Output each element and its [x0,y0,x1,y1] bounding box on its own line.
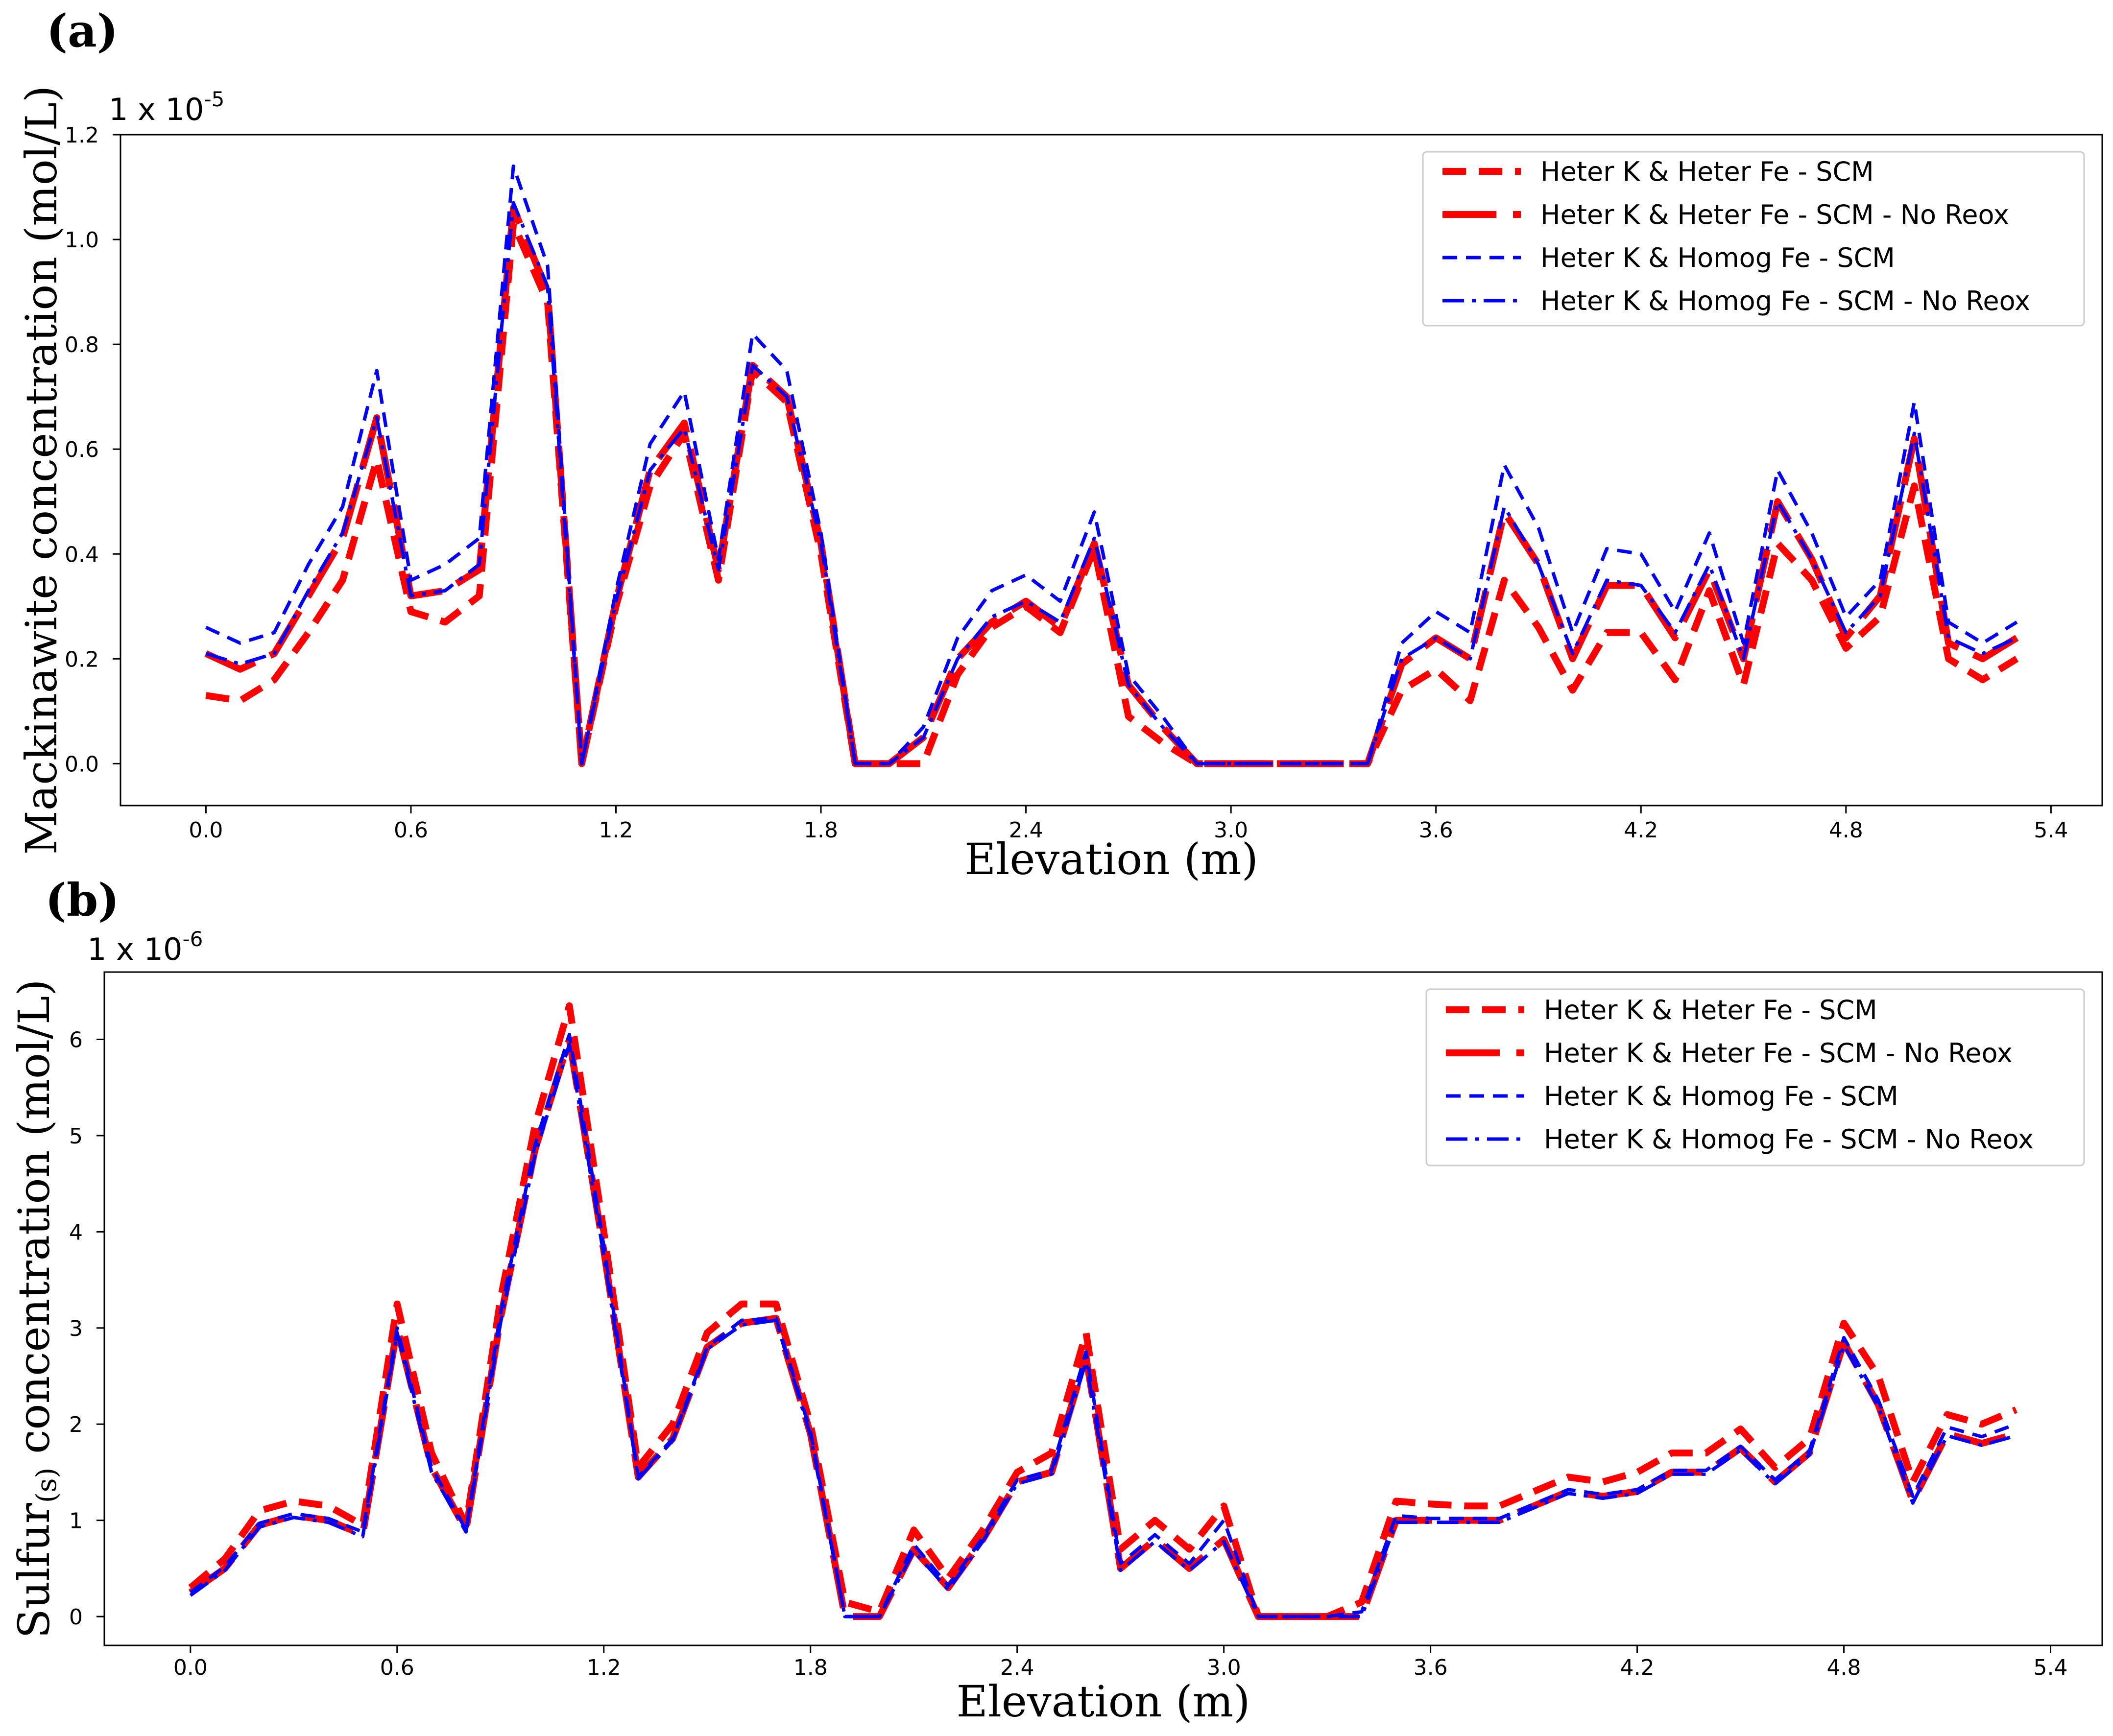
panel-b-xtick-label: 3.0 [1207,1655,1241,1680]
panel-a-legend-box [1422,151,2085,327]
panel-b-multiplier: 1 x 10-6 [87,927,203,967]
panel-a-chart: (a) 1 x 10-5 0.0 0.6 1.2 1.8 2.4 3.0 3.6 4.2 4.8 5.… [16,4,2103,884]
panel-a-ylabel-main: Mackinawite concentration (mol/L) [16,86,67,855]
panel-a-plot-frame [120,134,2103,807]
panel-a-ytick-label: 0.0 [65,752,99,777]
panel-a-label: (a) [47,4,119,57]
panel-b-series-line-1 [188,1002,2017,1620]
panel-a-legend-entry: Heter K & Homog Fe - SCM [1540,242,1895,273]
panel-a-ytick-label: 0.8 [65,333,99,357]
panel-b-ytick-label: 3 [69,1316,83,1341]
panel-b-series-line-3 [189,1033,2017,1618]
panel-b-xtick-label: 2.4 [1000,1655,1034,1680]
panel-a-multiplier-base: 1 x 10 [109,92,204,127]
panel-a-xtick-label: 2.4 [1009,818,1043,843]
panel-b-ylabel: Sulfur(s) concentration (mol/L) [9,979,63,1638]
panel-a-xtick-label: 3.6 [1419,818,1453,843]
panel-b-ytick-label: 4 [69,1220,83,1245]
panel-b-xlabel: Elevation (m) [957,1676,1250,1727]
panel-b-ytick-label: 6 [69,1028,83,1053]
panel-b-legend: Heter K & Heter Fe - SCM Heter K & Heter … [1425,988,2085,1166]
panel-b-ylabel-subscript: (s) [31,1468,63,1503]
panel-b-multiplier-exponent: -6 [182,927,203,951]
panel-b-xtick-label: 4.2 [1620,1655,1655,1680]
panel-b-plot-frame [103,971,2103,1646]
panel-a-legend-entry: Heter K & Heter Fe - SCM - No Reox [1540,199,2009,230]
panel-b-xtick-label: 4.8 [1827,1655,1861,1680]
panel-a-ytick-label: 0.4 [65,542,99,567]
panel-a-series-line-3 [205,164,2018,765]
panel-b-xtick-label: 1.8 [793,1655,828,1680]
panel-a-ylabel: Mackinawite concentration (mol/L) [16,86,67,855]
panel-a-xtick-label: 1.8 [804,818,838,843]
panel-b-legend-entry: Heter K & Homog Fe - SCM - No Reox [1544,1124,2034,1155]
panel-b-ytick-label: 0 [69,1605,83,1630]
panel-b-multiplier-base: 1 x 10 [87,931,182,967]
panel-b-ylabel-suffix: concentration (mol/L) [9,979,59,1467]
panel-a-xtick-label: 4.8 [1829,818,1863,843]
panel-a-xtick-label: 0.0 [189,818,223,843]
panel-b-legend-entry: Heter K & Heter Fe - SCM - No Reox [1544,1038,2013,1069]
panel-a-ytick-label: 1.2 [65,123,99,148]
panel-b-xtick-label: 0.6 [380,1655,414,1680]
panel-a-legend: Heter K & Heter Fe - SCM Heter K & Heter … [1422,151,2085,327]
panel-a-legend-entry: Heter K & Homog Fe - SCM - No Reox [1540,285,2030,316]
panel-b-legend-box [1425,988,2085,1166]
panel-b-xtick-label: 1.2 [587,1655,621,1680]
panel-b-ylabel-main: Sulfur [9,1502,59,1638]
panel-b-ytick-label: 1 [69,1509,83,1534]
panel-a-series-line-1 [205,220,2019,767]
panel-a-legend-entry: Heter K & Heter Fe - SCM [1540,156,1874,187]
panel-a-xtick-label: 0.6 [394,818,428,843]
panel-a-xtick-label: 3.0 [1214,818,1248,843]
panel-b-legend-entry: Heter K & Homog Fe - SCM [1544,1081,1898,1112]
panel-b-xtick-label: 5.4 [2034,1655,2068,1680]
panel-b-ytick-label: 5 [69,1124,83,1149]
panel-a-ytick-label: 0.2 [65,647,99,672]
panel-a-xtick-label: 1.2 [599,818,633,843]
panel-a-xlabel: Elevation (m) [964,834,1258,884]
panel-a-ytick-label: 1.0 [65,228,99,253]
panel-a-multiplier-exponent: -5 [204,87,224,111]
panel-b-xtick-label: 0.0 [173,1655,208,1680]
panel-b-label: (b) [45,874,119,927]
panel-a-xtick-label: 5.4 [2034,818,2068,843]
panel-b-ytick-label: 2 [69,1412,83,1437]
panel-b-legend-entry: Heter K & Heter Fe - SCM [1544,995,1877,1025]
panel-a-xtick-label: 4.2 [1624,818,1658,843]
panel-b-xtick-label: 3.6 [1414,1655,1448,1680]
panel-b-chart: (b)1 x 10-60.0 0.6 1.2 1.8 2.4 3.0 3.6 4.2 4.8 5.… [9,874,2103,1727]
panel-a-multiplier: 1 x 10-5 [109,87,224,127]
panel-a-ytick-label: 0.6 [65,437,99,462]
panel-b-series-line-4 [189,1042,2017,1618]
